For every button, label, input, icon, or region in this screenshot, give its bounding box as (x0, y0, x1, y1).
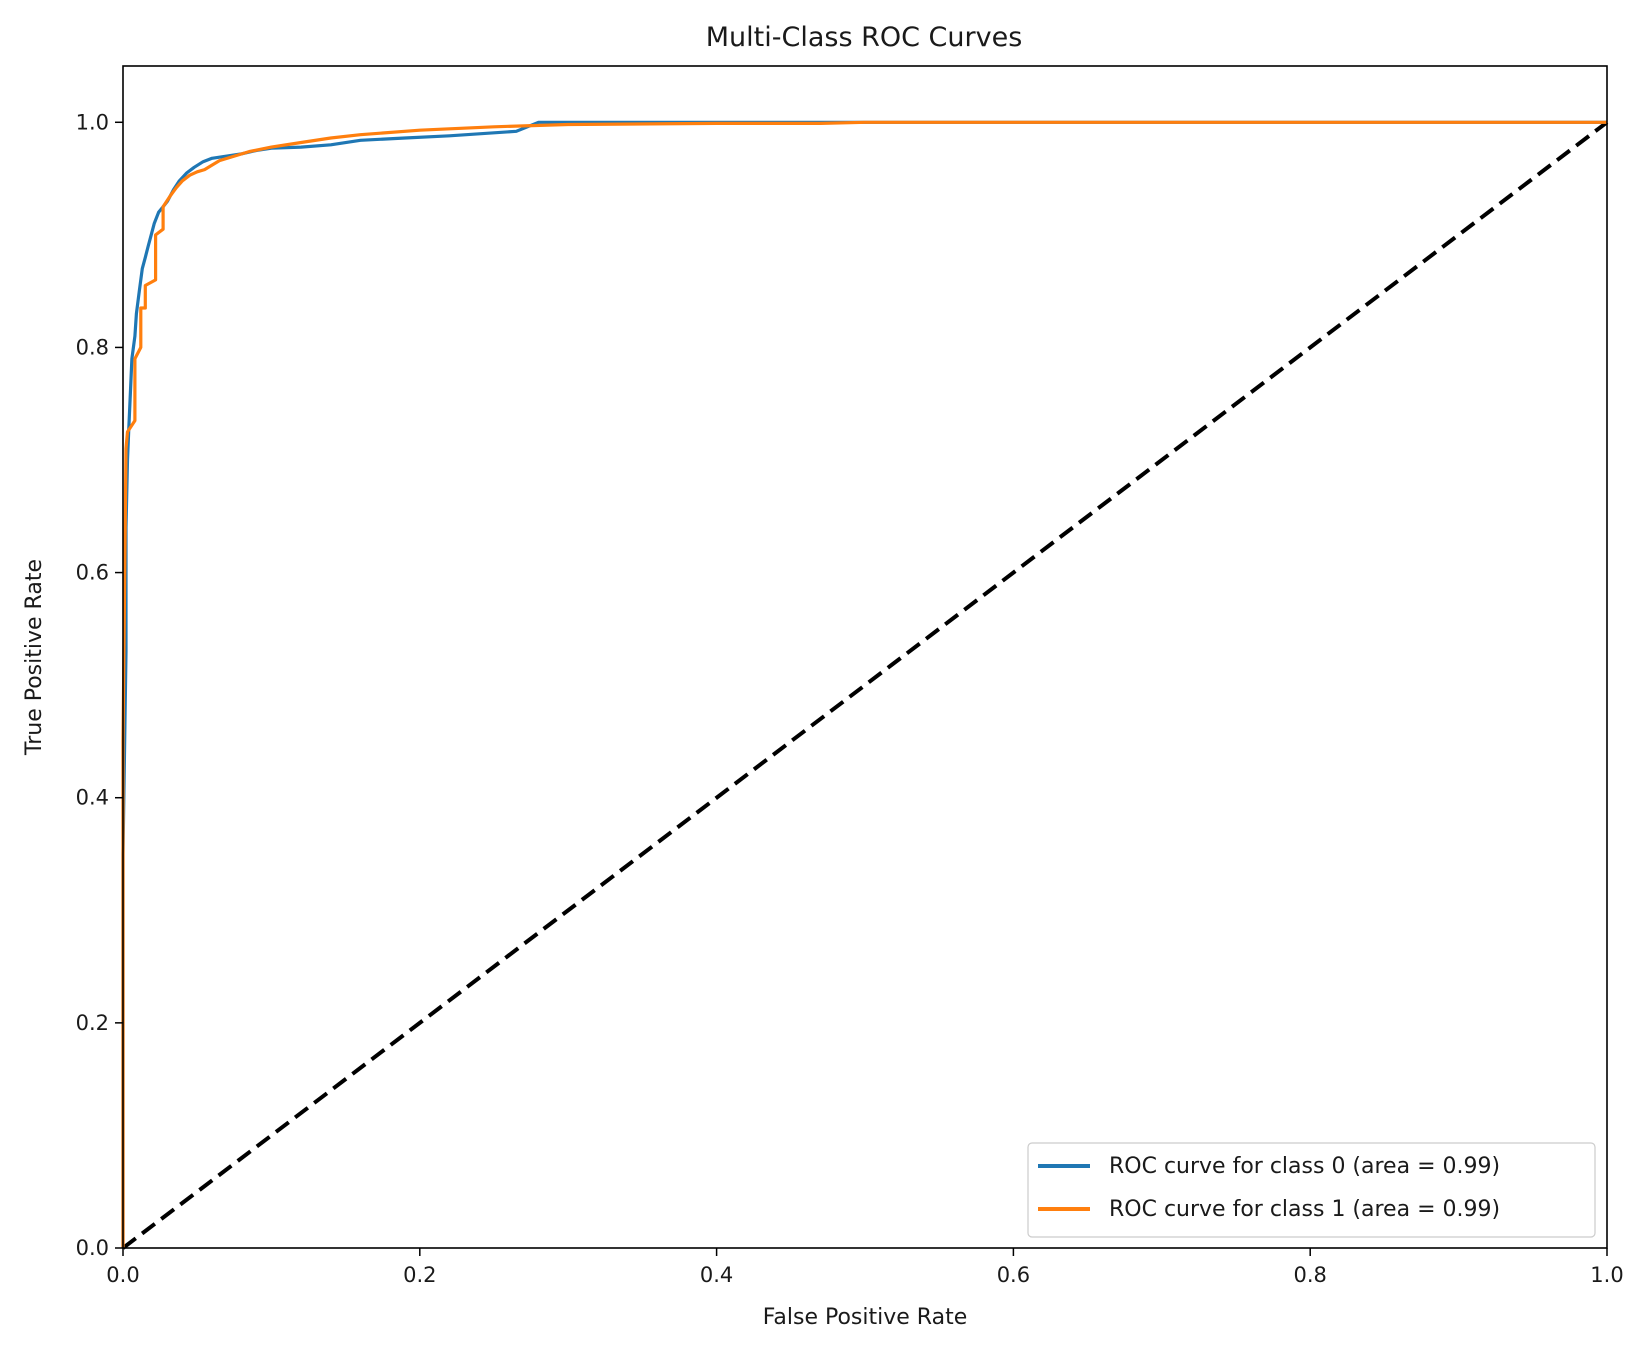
y-tick-label: 0.4 (76, 786, 109, 810)
y-axis-ticks: 0.0 0.2 0.4 0.6 0.8 1.0 (76, 110, 123, 1260)
x-axis-ticks: 0.0 0.2 0.4 0.6 0.8 1.0 (106, 1248, 1624, 1287)
x-tick-label: 1.0 (1590, 1263, 1623, 1287)
y-tick-label: 1.0 (76, 110, 109, 134)
y-tick-label: 0.0 (76, 1236, 109, 1260)
y-axis-label: True Positive Rate (22, 559, 47, 756)
roc-line-class-1 (121, 120, 1607, 1248)
legend-label-class-0: ROC curve for class 0 (area = 0.99) (1109, 1154, 1500, 1179)
y-tick-label: 0.8 (76, 335, 109, 359)
legend-box (1027, 1142, 1596, 1238)
x-tick-label: 0.4 (700, 1263, 733, 1287)
legend: ROC curve for class 0 (area = 0.99) ROC … (1027, 1142, 1596, 1238)
roc-line-class-0 (121, 120, 1607, 1248)
chart-title: Multi-Class ROC Curves (706, 22, 1023, 53)
plot-lines (121, 120, 1609, 1250)
x-tick-label: 0.2 (403, 1263, 436, 1287)
y-tick-label: 0.2 (76, 1011, 109, 1035)
x-tick-label: 0.0 (106, 1263, 139, 1287)
x-axis-label: False Positive Rate (763, 1305, 967, 1330)
x-tick-label: 0.8 (1293, 1263, 1326, 1287)
legend-label-class-1: ROC curve for class 1 (area = 0.99) (1109, 1197, 1500, 1222)
plot-frame (122, 65, 1608, 1249)
x-tick-label: 0.6 (997, 1263, 1030, 1287)
y-tick-label: 0.6 (76, 561, 109, 585)
